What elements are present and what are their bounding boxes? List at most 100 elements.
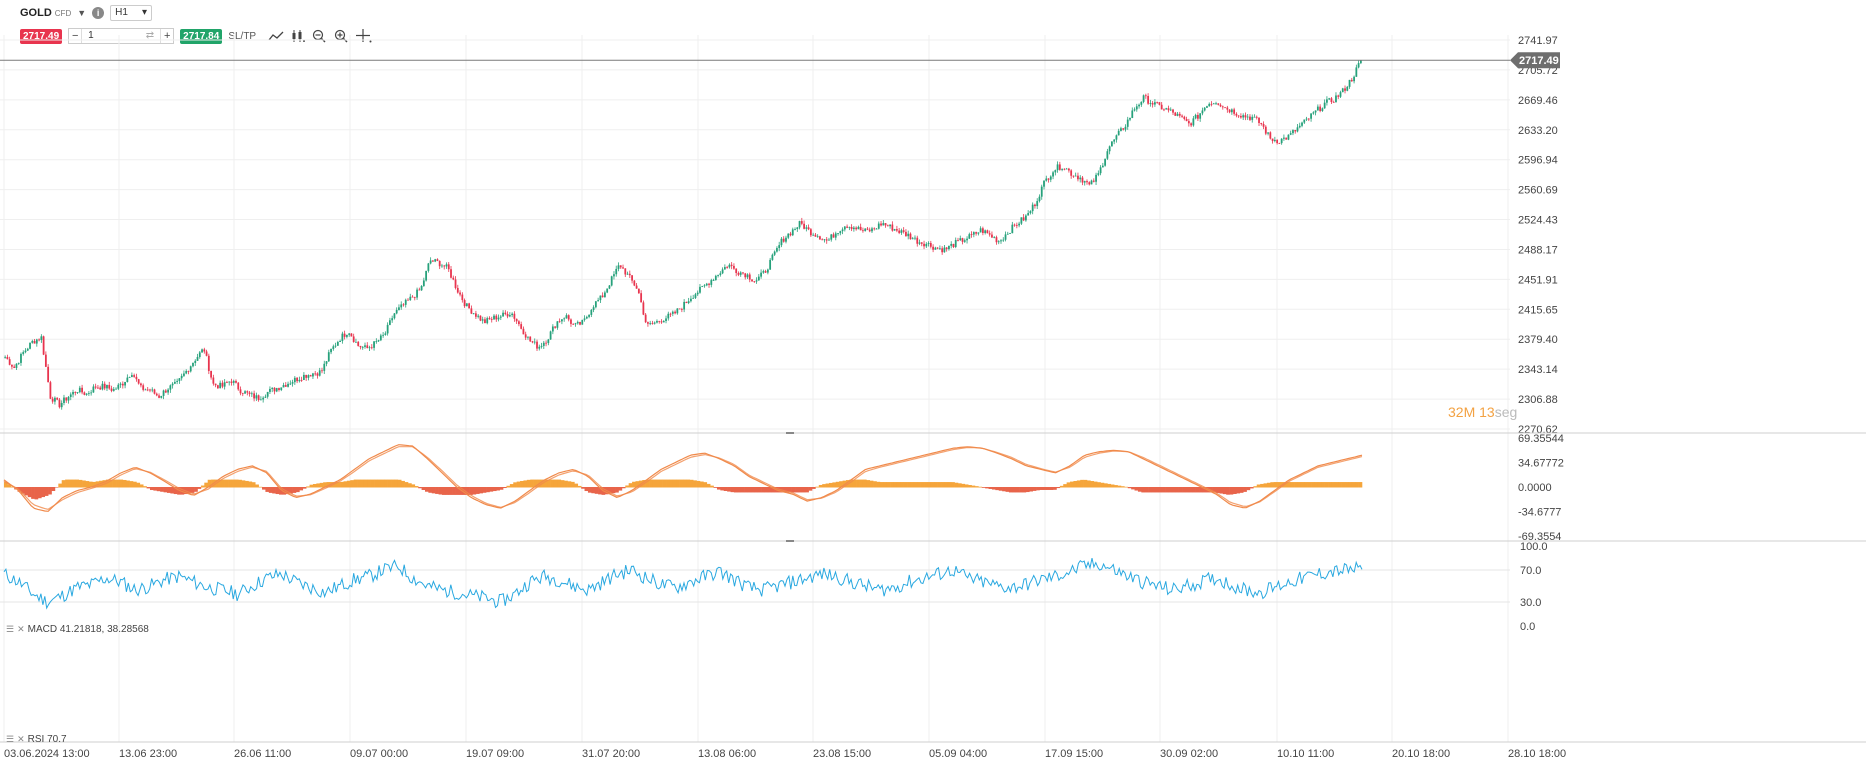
- candle: [814, 234, 817, 237]
- candle: [556, 321, 559, 328]
- candle: [74, 391, 77, 393]
- close-icon[interactable]: ✕: [17, 734, 25, 744]
- candle: [952, 243, 955, 248]
- candle: [155, 393, 158, 396]
- candle: [1246, 116, 1249, 118]
- candle: [1144, 95, 1147, 97]
- settings-icon[interactable]: ☰: [6, 734, 15, 744]
- candle: [708, 283, 710, 285]
- time-tick-label: 20.10 18:00: [1392, 748, 1450, 760]
- macd-histogram-bar: [879, 482, 884, 488]
- macd-histogram-bar: [295, 487, 300, 493]
- quantity-stepper: − 1 ⇄ +: [68, 28, 175, 44]
- macd-histogram-bar: [1331, 482, 1336, 488]
- candle: [604, 292, 606, 298]
- candle: [843, 226, 846, 230]
- macd-histogram-bar: [696, 480, 701, 488]
- candle: [561, 319, 563, 322]
- macd-histogram-bar: [934, 482, 938, 488]
- macd-histogram-bar: [170, 487, 175, 494]
- candle: [1027, 213, 1030, 216]
- info-icon[interactable]: i: [92, 7, 105, 19]
- time-tick-label: 31.07 20:00: [582, 748, 640, 760]
- macd-histogram-bar: [618, 487, 623, 491]
- candle: [162, 390, 165, 396]
- macd-histogram-bar: [954, 482, 959, 488]
- price-tick-label: 2488.17: [1518, 244, 1558, 256]
- candle: [1251, 116, 1254, 120]
- macd-histogram-bar: [61, 480, 66, 488]
- candle: [728, 264, 731, 268]
- candle: [137, 379, 140, 384]
- quantity-input[interactable]: 1 ⇄: [81, 29, 162, 43]
- price-tick-label: 2741.97: [1518, 35, 1558, 47]
- candle: [637, 288, 640, 294]
- line-chart-icon[interactable]: [268, 29, 284, 43]
- candle: [312, 373, 314, 377]
- candle: [834, 233, 837, 238]
- macd-histogram-bar: [139, 484, 144, 488]
- candle: [87, 393, 90, 394]
- time-tick-label: 05.09 04:00: [929, 748, 987, 760]
- macd-histogram-bar: [445, 487, 450, 495]
- price-tick-label: 2669.46: [1518, 95, 1558, 107]
- candle: [1323, 102, 1326, 109]
- candle: [570, 319, 572, 324]
- macd-histogram-bar: [363, 479, 368, 488]
- sltp-button[interactable]: SL/TP: [228, 30, 257, 42]
- candle: [422, 280, 425, 286]
- candle: [1090, 180, 1093, 185]
- macd-histogram-bar: [1324, 482, 1329, 488]
- macd-histogram-bar: [1297, 482, 1302, 488]
- candle: [438, 260, 441, 267]
- increase-button[interactable]: +: [163, 30, 171, 42]
- candle: [848, 226, 851, 228]
- candle: [504, 312, 507, 315]
- macd-histogram-bar: [241, 480, 246, 488]
- candle: [950, 243, 953, 246]
- close-icon[interactable]: ✕: [17, 624, 25, 634]
- candle: [1149, 103, 1152, 104]
- settings-icon[interactable]: ☰: [6, 624, 15, 634]
- candle: [230, 381, 233, 383]
- candle: [1249, 116, 1251, 120]
- macd-histogram-bar: [438, 487, 443, 495]
- macd-histogram-bar: [713, 487, 718, 488]
- macd-histogram-bar: [991, 487, 996, 490]
- timeframe-select[interactable]: H1 ▾: [110, 5, 152, 21]
- macd-histogram-bar: [839, 481, 843, 488]
- candle: [789, 233, 792, 236]
- rsi-legend: ☰ ✕ RSI 70.7: [6, 734, 67, 745]
- candle: [373, 341, 375, 348]
- candle: [909, 233, 912, 240]
- decrease-button[interactable]: −: [71, 30, 79, 42]
- candle: [484, 319, 486, 324]
- candle: [1120, 128, 1122, 131]
- candle: [1289, 133, 1292, 135]
- time-tick-label: 30.09 02:00: [1160, 748, 1218, 760]
- candle: [540, 345, 543, 347]
- symbol-dropdown-icon[interactable]: ▼: [77, 8, 87, 18]
- candle: [1088, 182, 1091, 185]
- candle: [1330, 98, 1333, 103]
- candle: [158, 395, 160, 398]
- candle: [493, 315, 495, 320]
- candle: [443, 265, 446, 267]
- candle: [585, 316, 588, 319]
- candle: [368, 347, 371, 349]
- macd-histogram-bar: [54, 487, 59, 488]
- macd-histogram-bar: [1025, 487, 1030, 493]
- macd-label: MACD 41.21818, 38.28568: [27, 624, 149, 635]
- macd-histogram-bar: [20, 487, 25, 494]
- candle: [687, 301, 690, 304]
- macd-histogram-bar: [262, 487, 266, 490]
- swap-icon[interactable]: ⇄: [145, 30, 155, 41]
- symbol-name[interactable]: GOLD: [20, 7, 52, 19]
- candle: [644, 314, 647, 323]
- macd-histogram-bar: [985, 487, 989, 489]
- candle: [846, 226, 848, 228]
- candle: [1326, 99, 1328, 103]
- macd-histogram-bar: [153, 487, 158, 491]
- macd-histogram-bar: [333, 482, 338, 488]
